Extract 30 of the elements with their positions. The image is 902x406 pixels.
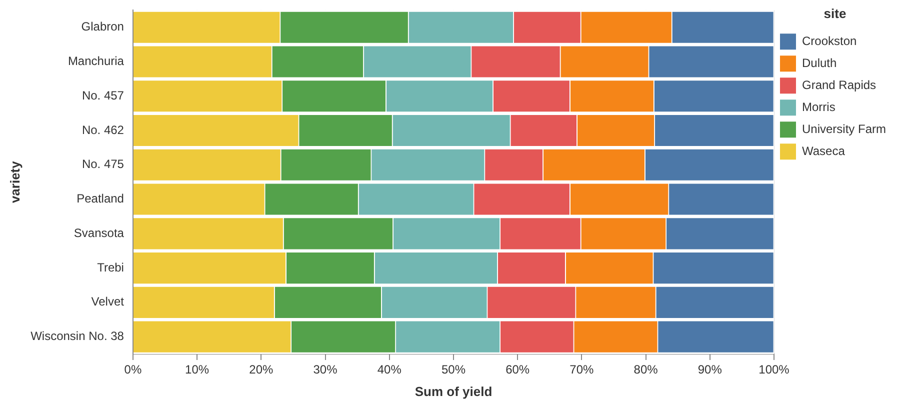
x-tick-label: 70% xyxy=(570,362,594,377)
y-tick-label: Svansota xyxy=(74,226,124,240)
y-tick-label: Wisconsin No. 38 xyxy=(30,329,124,344)
y-axis-title: variety xyxy=(7,160,22,204)
legend-label: Crookston xyxy=(802,34,857,48)
x-tick-label: 20% xyxy=(249,362,274,377)
legend-label: Waseca xyxy=(802,144,846,158)
x-tick-label: 90% xyxy=(698,362,722,377)
y-tick-label: Trebi xyxy=(97,260,124,274)
legend-label: Duluth xyxy=(802,56,837,70)
y-tick-label: No. 457 xyxy=(82,88,124,102)
x-tick-label: 100% xyxy=(758,362,790,377)
x-axis-title: Sum of yield xyxy=(414,384,492,399)
legend-title: site xyxy=(824,6,846,22)
y-tick-label: Manchuria xyxy=(68,54,124,68)
y-tick-label: No. 462 xyxy=(82,122,124,137)
y-tick-label: No. 475 xyxy=(82,157,124,172)
y-tick-label: Peatland xyxy=(76,192,124,206)
x-tick-label: 30% xyxy=(313,362,338,377)
x-tick-label: 60% xyxy=(506,362,530,377)
legend-label: University Farm xyxy=(802,122,886,136)
x-tick-label: 10% xyxy=(185,362,210,377)
y-tick-label: Velvet xyxy=(91,294,125,309)
x-tick-label: 50% xyxy=(441,362,466,377)
x-tick-label: 0% xyxy=(124,362,142,377)
legend-label: Morris xyxy=(802,100,836,114)
x-tick-label: 80% xyxy=(634,362,658,377)
legend-label: Grand Rapids xyxy=(802,78,876,92)
x-tick-label: 40% xyxy=(377,362,402,377)
y-tick-label: Glabron xyxy=(81,20,124,34)
